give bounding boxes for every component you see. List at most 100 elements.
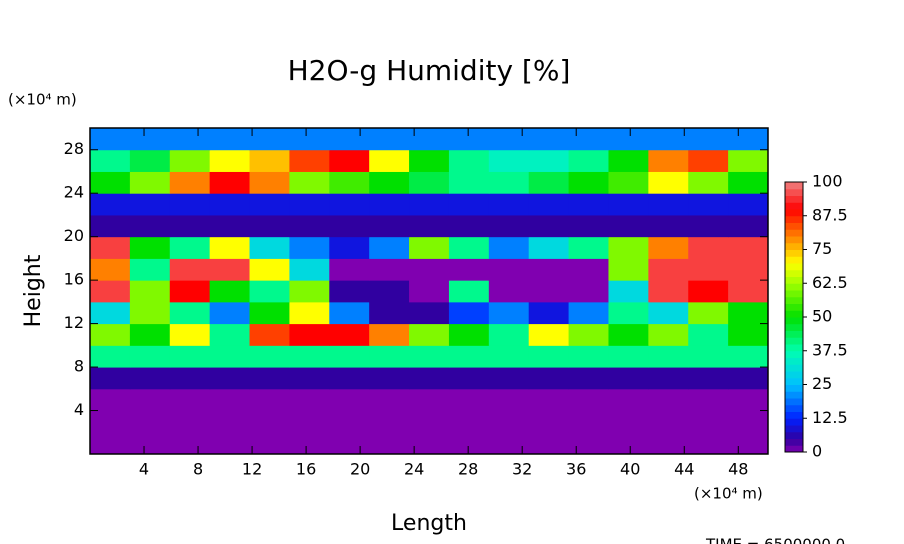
colorbar-band xyxy=(785,276,803,284)
heat-cell xyxy=(568,171,609,194)
heat-cell xyxy=(568,149,609,172)
heat-cell xyxy=(688,214,729,238)
heat-cell xyxy=(568,301,609,325)
heat-cell xyxy=(329,301,370,325)
colorbar-tick-label: 50 xyxy=(812,307,832,326)
heat-cell xyxy=(488,432,530,455)
heat-cell xyxy=(448,128,490,151)
colorbar-tick-label: 37.5 xyxy=(812,340,848,359)
heat-cell xyxy=(169,432,211,455)
heat-cell xyxy=(289,193,330,216)
heat-cell xyxy=(448,323,490,346)
heat-cell xyxy=(688,367,729,390)
heat-cell xyxy=(688,280,729,303)
heat-cell xyxy=(169,410,211,433)
colorbar-band xyxy=(785,283,803,291)
colorbar-band xyxy=(785,418,803,426)
heat-cell xyxy=(249,410,290,433)
heat-cell xyxy=(409,301,450,325)
heat-cell xyxy=(488,367,530,390)
heat-cell xyxy=(129,171,171,194)
time-label: TIME = 6500000.0 xyxy=(705,536,845,544)
heat-cell xyxy=(329,388,370,412)
heat-cell xyxy=(90,388,131,412)
heat-cell xyxy=(209,236,251,259)
heat-cell xyxy=(688,388,729,412)
heat-cell xyxy=(169,258,211,281)
heat-cell xyxy=(568,258,609,281)
heat-cell xyxy=(329,149,370,172)
colorbar-band xyxy=(785,323,803,331)
heat-cell xyxy=(728,301,769,325)
heat-cell xyxy=(728,193,769,216)
heat-cell xyxy=(608,128,649,151)
heat-cell xyxy=(169,388,211,412)
heat-cell xyxy=(369,301,410,325)
heat-cell xyxy=(129,345,171,368)
heat-cell xyxy=(129,367,171,390)
heat-cell xyxy=(688,301,729,325)
colorbar-band xyxy=(785,310,803,318)
heat-cell xyxy=(448,367,490,390)
x-tick-label: 48 xyxy=(728,460,748,479)
heat-cell xyxy=(209,193,251,216)
heat-cell xyxy=(728,149,769,172)
heat-cell xyxy=(448,432,490,455)
heat-cell xyxy=(488,193,530,216)
heat-cell xyxy=(528,236,570,259)
heat-cell xyxy=(448,258,490,281)
heat-cell xyxy=(90,301,131,325)
heat-cell xyxy=(369,323,410,346)
heat-cell xyxy=(648,128,689,151)
colorbar-band xyxy=(785,377,803,385)
heat-cell xyxy=(209,149,251,172)
heat-cell xyxy=(329,367,370,390)
heat-cell xyxy=(608,301,649,325)
heat-cell xyxy=(329,214,370,238)
heat-cell xyxy=(209,388,251,412)
x-tick-label: 4 xyxy=(139,460,149,479)
heat-cell xyxy=(169,301,211,325)
heat-cell xyxy=(409,388,450,412)
heat-cell xyxy=(528,388,570,412)
colorbar-band xyxy=(785,391,803,399)
heat-cell xyxy=(488,410,530,433)
heat-cell xyxy=(129,128,171,151)
heat-cell xyxy=(488,128,530,151)
heat-cell xyxy=(528,258,570,281)
heat-cell xyxy=(488,236,530,259)
colorbar-band xyxy=(785,438,803,446)
heat-cell xyxy=(568,432,609,455)
heat-cell xyxy=(129,258,171,281)
heat-cell xyxy=(249,258,290,281)
heat-cell xyxy=(409,128,450,151)
heat-cell xyxy=(329,258,370,281)
heat-cell xyxy=(648,280,689,303)
heat-cell xyxy=(648,301,689,325)
heat-cell xyxy=(90,171,131,194)
heat-cell xyxy=(129,236,171,259)
heat-cell xyxy=(129,214,171,238)
heat-cell xyxy=(568,345,609,368)
heat-cell xyxy=(409,367,450,390)
heat-cell xyxy=(648,236,689,259)
heat-cell xyxy=(369,171,410,194)
heat-cell xyxy=(409,171,450,194)
heat-cell xyxy=(129,323,171,346)
colorbar-band xyxy=(785,195,803,203)
heat-cell xyxy=(688,410,729,433)
heat-cell xyxy=(608,388,649,412)
heat-cell xyxy=(528,149,570,172)
heat-cell xyxy=(129,432,171,455)
colorbar-band xyxy=(785,303,803,311)
heat-cell xyxy=(728,258,769,281)
colorbar-band xyxy=(785,350,803,358)
heat-cell xyxy=(488,388,530,412)
colorbar-tick-label: 62.5 xyxy=(812,273,848,292)
heat-cell xyxy=(409,410,450,433)
heat-cell xyxy=(688,128,729,151)
colorbar-band xyxy=(785,209,803,217)
heat-cell xyxy=(169,323,211,346)
heat-cell xyxy=(688,432,729,455)
